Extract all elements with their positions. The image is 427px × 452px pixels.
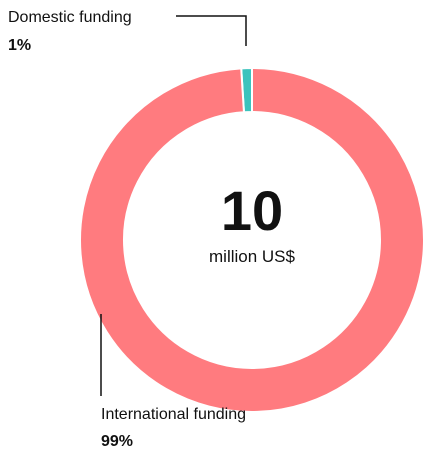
donut-slice-international-funding bbox=[79, 66, 425, 413]
center-unit-label: million US$ bbox=[209, 247, 296, 266]
international-slice-percent: 99% bbox=[101, 433, 133, 450]
center-total-value: 10 bbox=[221, 179, 283, 242]
domestic-leader-line bbox=[176, 15, 247, 46]
domestic-slice-name: Domestic funding bbox=[8, 9, 132, 26]
international-slice-name: International funding bbox=[101, 406, 246, 423]
donut-slices bbox=[79, 66, 425, 413]
domestic-slice-percent: 1% bbox=[8, 37, 31, 54]
